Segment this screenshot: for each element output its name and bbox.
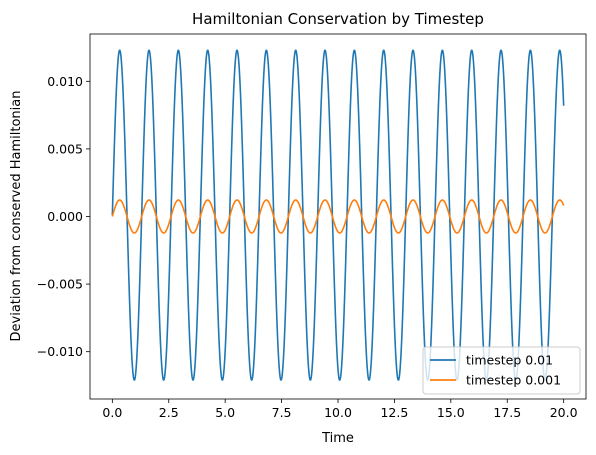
x-axis-ticks: 0.0 2.5 5.0 7.5 10.0 12.5 15.0 17.5 20.0 xyxy=(102,399,578,420)
legend-label-1: timestep 0.01 xyxy=(466,353,553,368)
plot-area xyxy=(89,33,587,400)
x-tick-label: 0.0 xyxy=(102,405,122,420)
x-tick-label: 15.0 xyxy=(437,405,465,420)
x-tick-label: 2.5 xyxy=(159,405,179,420)
y-tick-label: 0.000 xyxy=(47,209,83,224)
y-tick-label: −0.005 xyxy=(37,277,83,292)
x-tick-label: 12.5 xyxy=(380,405,408,420)
x-tick-label: 7.5 xyxy=(272,405,292,420)
y-axis-ticks: −0.010 −0.005 0.000 0.005 0.010 xyxy=(37,74,90,359)
series-line-2 xyxy=(111,199,565,234)
x-tick-label: 20.0 xyxy=(550,405,578,420)
x-tick-label: 17.5 xyxy=(493,405,521,420)
plot-background xyxy=(90,34,586,399)
legend-box xyxy=(422,346,581,395)
y-tick-label: −0.010 xyxy=(37,344,83,359)
x-tick-label: 5.0 xyxy=(215,405,235,420)
x-tick-label: 10.0 xyxy=(324,405,352,420)
x-axis-label: Time xyxy=(321,431,354,446)
y-tick-label: 0.005 xyxy=(47,141,83,156)
legend-label-2: timestep 0.001 xyxy=(466,373,561,388)
chart-title: Hamiltonian Conservation by Timestep xyxy=(192,10,484,28)
y-tick-label: 0.010 xyxy=(47,74,83,89)
legend: timestep 0.01 timestep 0.001 xyxy=(422,346,581,395)
y-axis-label: Deviation from conserved Hamiltonian xyxy=(9,91,24,342)
